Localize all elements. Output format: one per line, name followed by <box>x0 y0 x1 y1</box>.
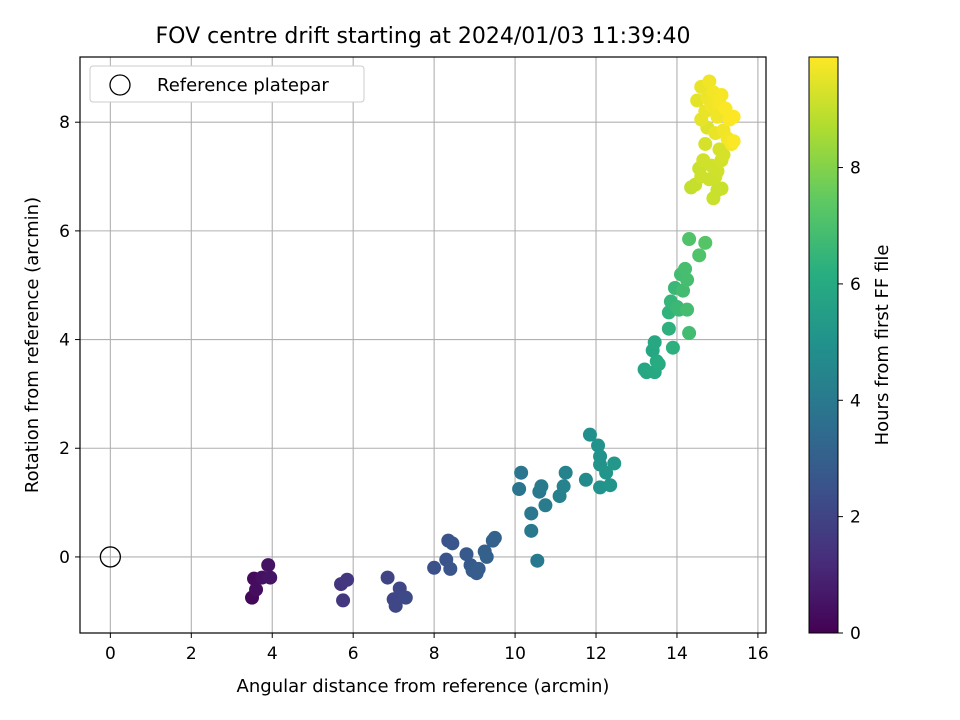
data-point <box>512 482 527 496</box>
x-tick-label: 12 <box>585 644 607 664</box>
data-point <box>578 472 593 487</box>
data-point <box>514 465 529 480</box>
x-tick-label: 2 <box>186 644 197 664</box>
chart-title: FOV centre drift starting at 2024/01/03 … <box>156 24 691 49</box>
y-tick-label: 2 <box>59 439 70 459</box>
colorbar-tick-label: 2 <box>850 508 861 528</box>
data-point <box>582 427 597 442</box>
data-point <box>702 74 717 89</box>
data-point <box>698 136 713 151</box>
data-point <box>459 547 474 562</box>
data-point <box>380 570 395 585</box>
reference-platepar-point <box>99 546 122 568</box>
colorbar-ticks: 0 2 4 6 8 <box>838 159 861 644</box>
colorbar-label: Hours from first FF file <box>872 245 893 446</box>
y-tick-label: 6 <box>59 222 70 242</box>
scatter-points <box>245 74 741 613</box>
data-point <box>716 147 731 162</box>
colorbar-tick-label: 6 <box>850 275 861 295</box>
colorbar-tick-label: 0 <box>850 624 861 644</box>
data-point <box>607 456 622 471</box>
data-point <box>558 465 573 480</box>
data-point <box>534 479 549 494</box>
data-point <box>678 261 693 276</box>
data-point <box>682 326 697 341</box>
legend: Reference platepar <box>89 65 365 103</box>
data-point <box>524 523 539 538</box>
data-point <box>698 235 713 250</box>
x-tick-label: 10 <box>504 644 526 664</box>
colorbar-gradient <box>808 56 839 634</box>
data-point <box>524 506 539 521</box>
data-point <box>591 438 606 453</box>
data-point <box>726 109 741 124</box>
data-point <box>556 479 571 494</box>
data-point <box>665 340 680 355</box>
x-axis-ticks: 0 2 4 6 8 10 12 14 16 <box>105 633 769 664</box>
data-point <box>398 590 413 605</box>
data-point <box>651 357 666 372</box>
x-tick-label: 8 <box>429 644 440 664</box>
x-axis-label: Angular distance from reference (arcmin) <box>237 676 610 697</box>
data-point <box>714 181 729 196</box>
data-point <box>261 558 276 573</box>
data-point <box>336 593 351 608</box>
data-point <box>680 272 695 287</box>
data-point <box>263 570 278 585</box>
data-point <box>487 530 502 545</box>
data-point <box>710 164 725 179</box>
plot-frame <box>79 56 767 634</box>
grid-lines <box>80 57 766 633</box>
y-tick-label: 0 <box>59 548 70 568</box>
x-tick-label: 14 <box>666 644 688 664</box>
data-point <box>726 134 741 149</box>
x-tick-label: 16 <box>747 644 769 664</box>
data-point <box>647 335 662 350</box>
reference-platepar-layer <box>99 546 122 568</box>
data-point <box>340 572 355 587</box>
x-tick-label: 0 <box>105 644 116 664</box>
data-point <box>479 549 494 564</box>
x-tick-label: 4 <box>267 644 278 664</box>
data-point <box>661 321 676 336</box>
data-point <box>388 598 403 613</box>
data-point <box>682 232 697 247</box>
colorbar: 0 2 4 6 8 Hours from first FF file <box>808 56 893 644</box>
data-point <box>680 302 695 317</box>
data-point <box>603 478 618 493</box>
colorbar-tick-label: 8 <box>850 159 861 179</box>
data-point <box>538 498 553 513</box>
x-tick-label: 6 <box>348 644 359 664</box>
data-point <box>249 582 264 597</box>
data-point <box>445 536 460 551</box>
colorbar-tick-label: 4 <box>850 391 861 411</box>
data-point <box>530 553 545 568</box>
y-axis-ticks: 0 2 4 6 8 <box>59 113 80 568</box>
data-point <box>427 560 442 575</box>
data-point <box>443 561 458 576</box>
data-point <box>676 283 691 298</box>
legend-label-reference-platepar: Reference platepar <box>157 75 329 96</box>
y-tick-label: 8 <box>59 113 70 133</box>
data-point <box>471 561 486 576</box>
legend-box <box>89 65 365 103</box>
y-axis-label: Rotation from reference (arcmin) <box>22 197 43 493</box>
y-tick-label: 4 <box>59 331 70 351</box>
data-point <box>714 88 729 103</box>
data-point <box>692 248 707 263</box>
data-point <box>599 465 614 480</box>
legend-marker-reference-platepar <box>109 74 131 96</box>
